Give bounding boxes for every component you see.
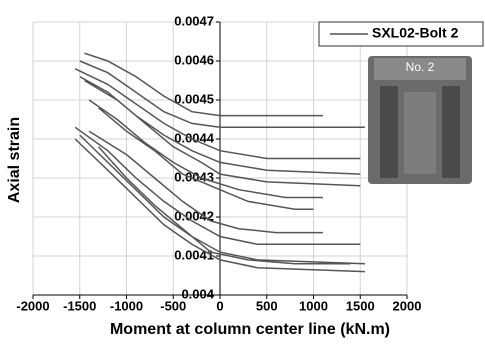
x-axis-title: Moment at column center line (kN.m) (110, 321, 390, 338)
page: {"chart_data": {"type": "line", "xlabel"… (0, 0, 485, 351)
x-tick-label: 1000 (299, 298, 328, 313)
x-tick-label: 1500 (346, 298, 375, 313)
x-tick-label: 2000 (393, 298, 422, 313)
column-web (404, 92, 436, 174)
inset-label: No. 2 (406, 60, 435, 74)
y-tick-label: 0.0045 (174, 91, 214, 106)
y-tick-label: 0.0046 (174, 52, 214, 67)
x-tick-label: 0 (216, 298, 223, 313)
column-flange (380, 86, 398, 178)
inset-image: No. 2 (368, 56, 472, 184)
y-tick-label: 0.0042 (174, 208, 214, 223)
y-tick-label: 0.0047 (174, 13, 214, 28)
x-tick-label: -1500 (63, 298, 96, 313)
x-tick-label: 500 (256, 298, 278, 313)
chart: -2000-1500-1000-50005001000150020000.004… (0, 0, 485, 351)
legend-label: SXL02-Bolt 2 (372, 25, 459, 41)
y-tick-label: 0.004 (181, 286, 214, 301)
x-tick-label: -1000 (110, 298, 143, 313)
y-axis-title: Axial strain (6, 117, 23, 203)
column-flange (442, 86, 460, 178)
legend: SXL02-Bolt 2 (319, 22, 483, 46)
x-tick-label: -2000 (16, 298, 49, 313)
